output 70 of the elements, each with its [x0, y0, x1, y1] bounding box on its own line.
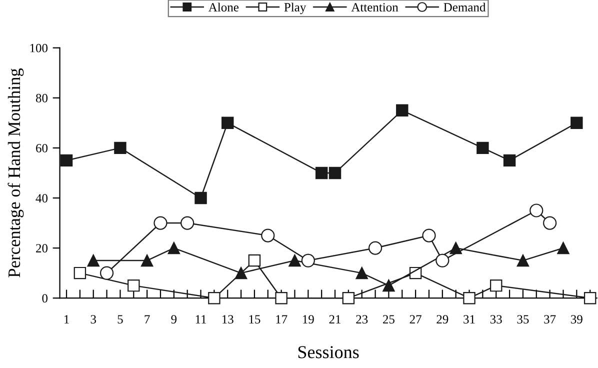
point: [463, 292, 476, 304]
point: [275, 292, 288, 304]
point: [128, 279, 140, 292]
point: [543, 216, 557, 230]
point: [382, 279, 395, 292]
point: [114, 142, 126, 154]
x-tick-label: 33: [490, 315, 502, 324]
x-tick-label: 21: [329, 315, 341, 324]
point: [422, 228, 436, 242]
point: [570, 116, 583, 130]
legend-label: Demand: [444, 2, 486, 12]
x-tick-label: 11: [196, 315, 206, 324]
point: [368, 241, 382, 255]
point: [516, 254, 530, 267]
x-tick-label: 25: [383, 315, 394, 324]
x-tick-label: 13: [222, 315, 234, 324]
y-tick-label: 0: [42, 294, 48, 303]
x-tick-label: 5: [118, 315, 123, 324]
y-tick-label: 20: [36, 244, 48, 252]
point: [356, 266, 368, 280]
point: [328, 166, 342, 180]
x-tick-label: 27: [410, 315, 422, 324]
x-axis-title: Sessions: [298, 346, 359, 358]
point: [503, 154, 516, 167]
point: [490, 279, 502, 292]
point: [180, 216, 194, 230]
point: [194, 192, 207, 204]
x-tick-label: 19: [303, 315, 314, 324]
point: [87, 254, 100, 267]
point: [342, 292, 355, 304]
x-tick-label: 29: [436, 315, 448, 324]
point: [301, 254, 315, 268]
point: [208, 292, 220, 304]
x-tick-label: 35: [517, 315, 529, 324]
point: [557, 242, 570, 254]
point: [234, 266, 248, 280]
point: [222, 116, 234, 130]
legend-label: Play: [284, 2, 306, 14]
point: [584, 292, 596, 304]
point: [60, 154, 73, 167]
point: [74, 266, 86, 280]
point: [168, 242, 180, 254]
x-tick-label: 15: [249, 315, 260, 324]
x-tick-label: 3: [90, 315, 96, 324]
y-tick-label: 80: [36, 94, 48, 102]
x-tick-label: 39: [571, 315, 582, 324]
y-axis-title: Percentage of Hand Mouthing: [8, 68, 24, 278]
point: [261, 228, 275, 242]
x-tick-label: 31: [464, 315, 475, 324]
point: [476, 142, 489, 154]
point: [140, 254, 154, 267]
point: [436, 254, 450, 268]
y-tick-label: 60: [36, 144, 48, 152]
y-tick-label: 40: [36, 194, 48, 202]
point: [100, 266, 114, 280]
legend-label: Alone: [208, 2, 238, 12]
x-tick-label: 1: [64, 315, 69, 324]
x-tick-label: 7: [144, 315, 150, 324]
point: [288, 254, 301, 267]
point: [315, 166, 328, 180]
y-tick-label: 100: [30, 44, 48, 52]
x-tick-label: 17: [276, 315, 288, 324]
legend-label: Attention: [351, 3, 398, 12]
x-tick-label: 23: [356, 315, 368, 324]
point: [530, 204, 544, 218]
point: [154, 216, 168, 230]
point: [248, 254, 261, 267]
point: [396, 104, 408, 117]
x-tick-label: 37: [544, 315, 556, 324]
x-tick-label: 9: [171, 315, 177, 324]
